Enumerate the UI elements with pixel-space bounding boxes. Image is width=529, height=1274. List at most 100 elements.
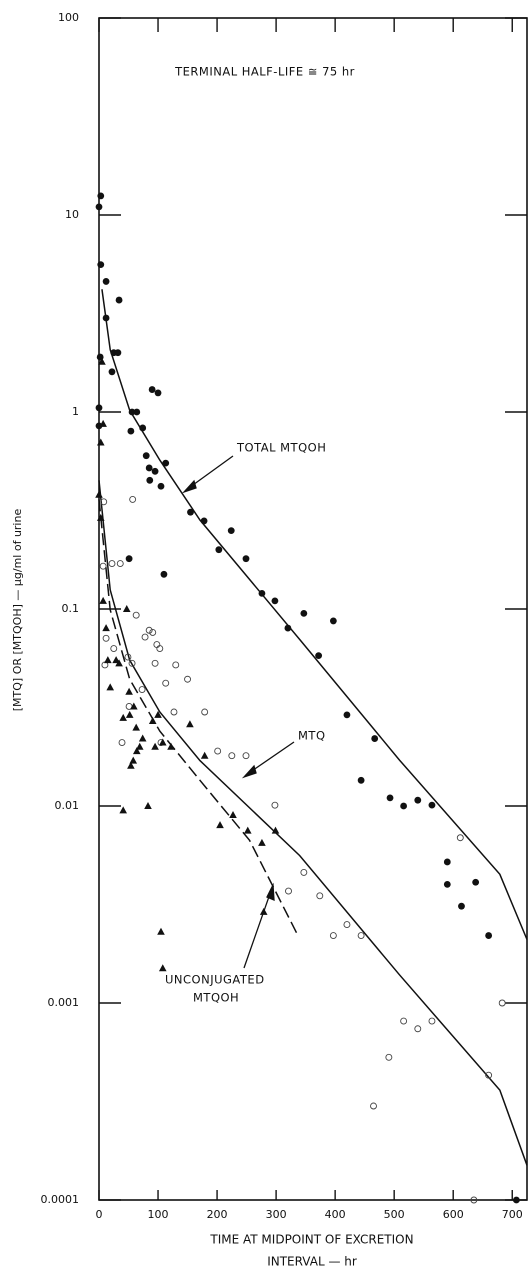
point [284, 624, 292, 632]
point [472, 878, 480, 886]
point [428, 801, 436, 809]
point [172, 661, 180, 669]
point [102, 278, 110, 285]
point [138, 734, 147, 742]
plot-frame [98, 17, 528, 1201]
arrowhead [181, 479, 197, 494]
point [130, 702, 138, 710]
point [115, 659, 123, 667]
x-axis-label: TIME AT MIDPOINT OF EXCRETION [209, 1233, 413, 1247]
y-tick-label: 0.0001 [41, 1193, 80, 1206]
point [122, 605, 131, 612]
point [227, 527, 235, 535]
annotation: MTQOH [193, 991, 239, 1005]
point [97, 192, 105, 200]
x-axis-label: INTERVAL — hr [267, 1255, 357, 1269]
point [443, 858, 451, 866]
point [95, 422, 103, 430]
point [498, 999, 506, 1007]
annotation: MTQ [298, 729, 326, 743]
point [151, 659, 159, 667]
point [216, 821, 224, 829]
point [108, 560, 116, 568]
point [146, 476, 154, 484]
point [443, 880, 451, 888]
point [343, 711, 351, 719]
point [215, 546, 223, 554]
point [228, 752, 236, 760]
point [128, 659, 136, 667]
point [102, 314, 110, 322]
point [129, 495, 137, 503]
point [258, 590, 266, 597]
point [258, 838, 266, 846]
point [357, 932, 365, 939]
y-tick-label: 0.01 [55, 799, 80, 812]
point [285, 887, 292, 895]
point [128, 408, 136, 416]
point [400, 802, 408, 810]
fit-curve [101, 289, 528, 940]
point [127, 427, 135, 435]
point [132, 611, 140, 619]
point [95, 203, 103, 211]
point [162, 459, 170, 467]
y-tick-label: 100 [58, 11, 79, 24]
point [133, 408, 141, 416]
point [106, 683, 115, 691]
y-tick-label: 10 [65, 208, 79, 221]
point [100, 498, 108, 506]
y-tick-label: 0.001 [48, 996, 80, 1009]
x-tick-label: 700 [502, 1208, 523, 1221]
point [414, 796, 422, 804]
point [110, 645, 118, 652]
annotation: TERMINAL HALF-LIFE ≅ 75 hr [174, 65, 355, 79]
point [485, 1071, 493, 1079]
point [132, 723, 140, 731]
point [271, 597, 279, 605]
point [145, 626, 153, 634]
x-tick-label: 400 [325, 1208, 346, 1221]
point [201, 708, 209, 716]
point [156, 645, 164, 652]
point [271, 826, 280, 834]
point [167, 742, 175, 750]
y-axis-label: [MTQ] OR [MTQOH] — μg/ml of urine [11, 509, 24, 712]
point [151, 467, 159, 475]
point [158, 738, 167, 746]
annotation: TOTAL MTQOH [236, 441, 326, 455]
point [458, 902, 465, 910]
point [104, 656, 112, 664]
point [300, 609, 308, 617]
point [132, 747, 141, 755]
point [259, 907, 268, 915]
point [98, 357, 106, 365]
arrows [181, 455, 295, 969]
point [329, 932, 337, 939]
point [149, 629, 157, 636]
y-tick-label: 1 [72, 405, 79, 418]
x-tick-label: 0 [96, 1208, 103, 1221]
point [371, 735, 379, 742]
point [456, 834, 464, 842]
point [162, 679, 170, 687]
point [151, 742, 159, 750]
point [114, 349, 122, 357]
point [428, 1017, 436, 1025]
point [170, 708, 178, 716]
x-tick-label: 600 [443, 1208, 464, 1221]
point [102, 624, 110, 632]
point [102, 634, 110, 642]
point [154, 389, 162, 397]
x-tick-label: 200 [207, 1208, 228, 1221]
point [160, 570, 168, 578]
point [229, 811, 237, 819]
point [148, 717, 157, 725]
point [157, 927, 165, 935]
point [139, 424, 147, 432]
point [243, 826, 252, 834]
point [512, 1196, 520, 1204]
point [187, 508, 194, 516]
point [127, 761, 135, 769]
